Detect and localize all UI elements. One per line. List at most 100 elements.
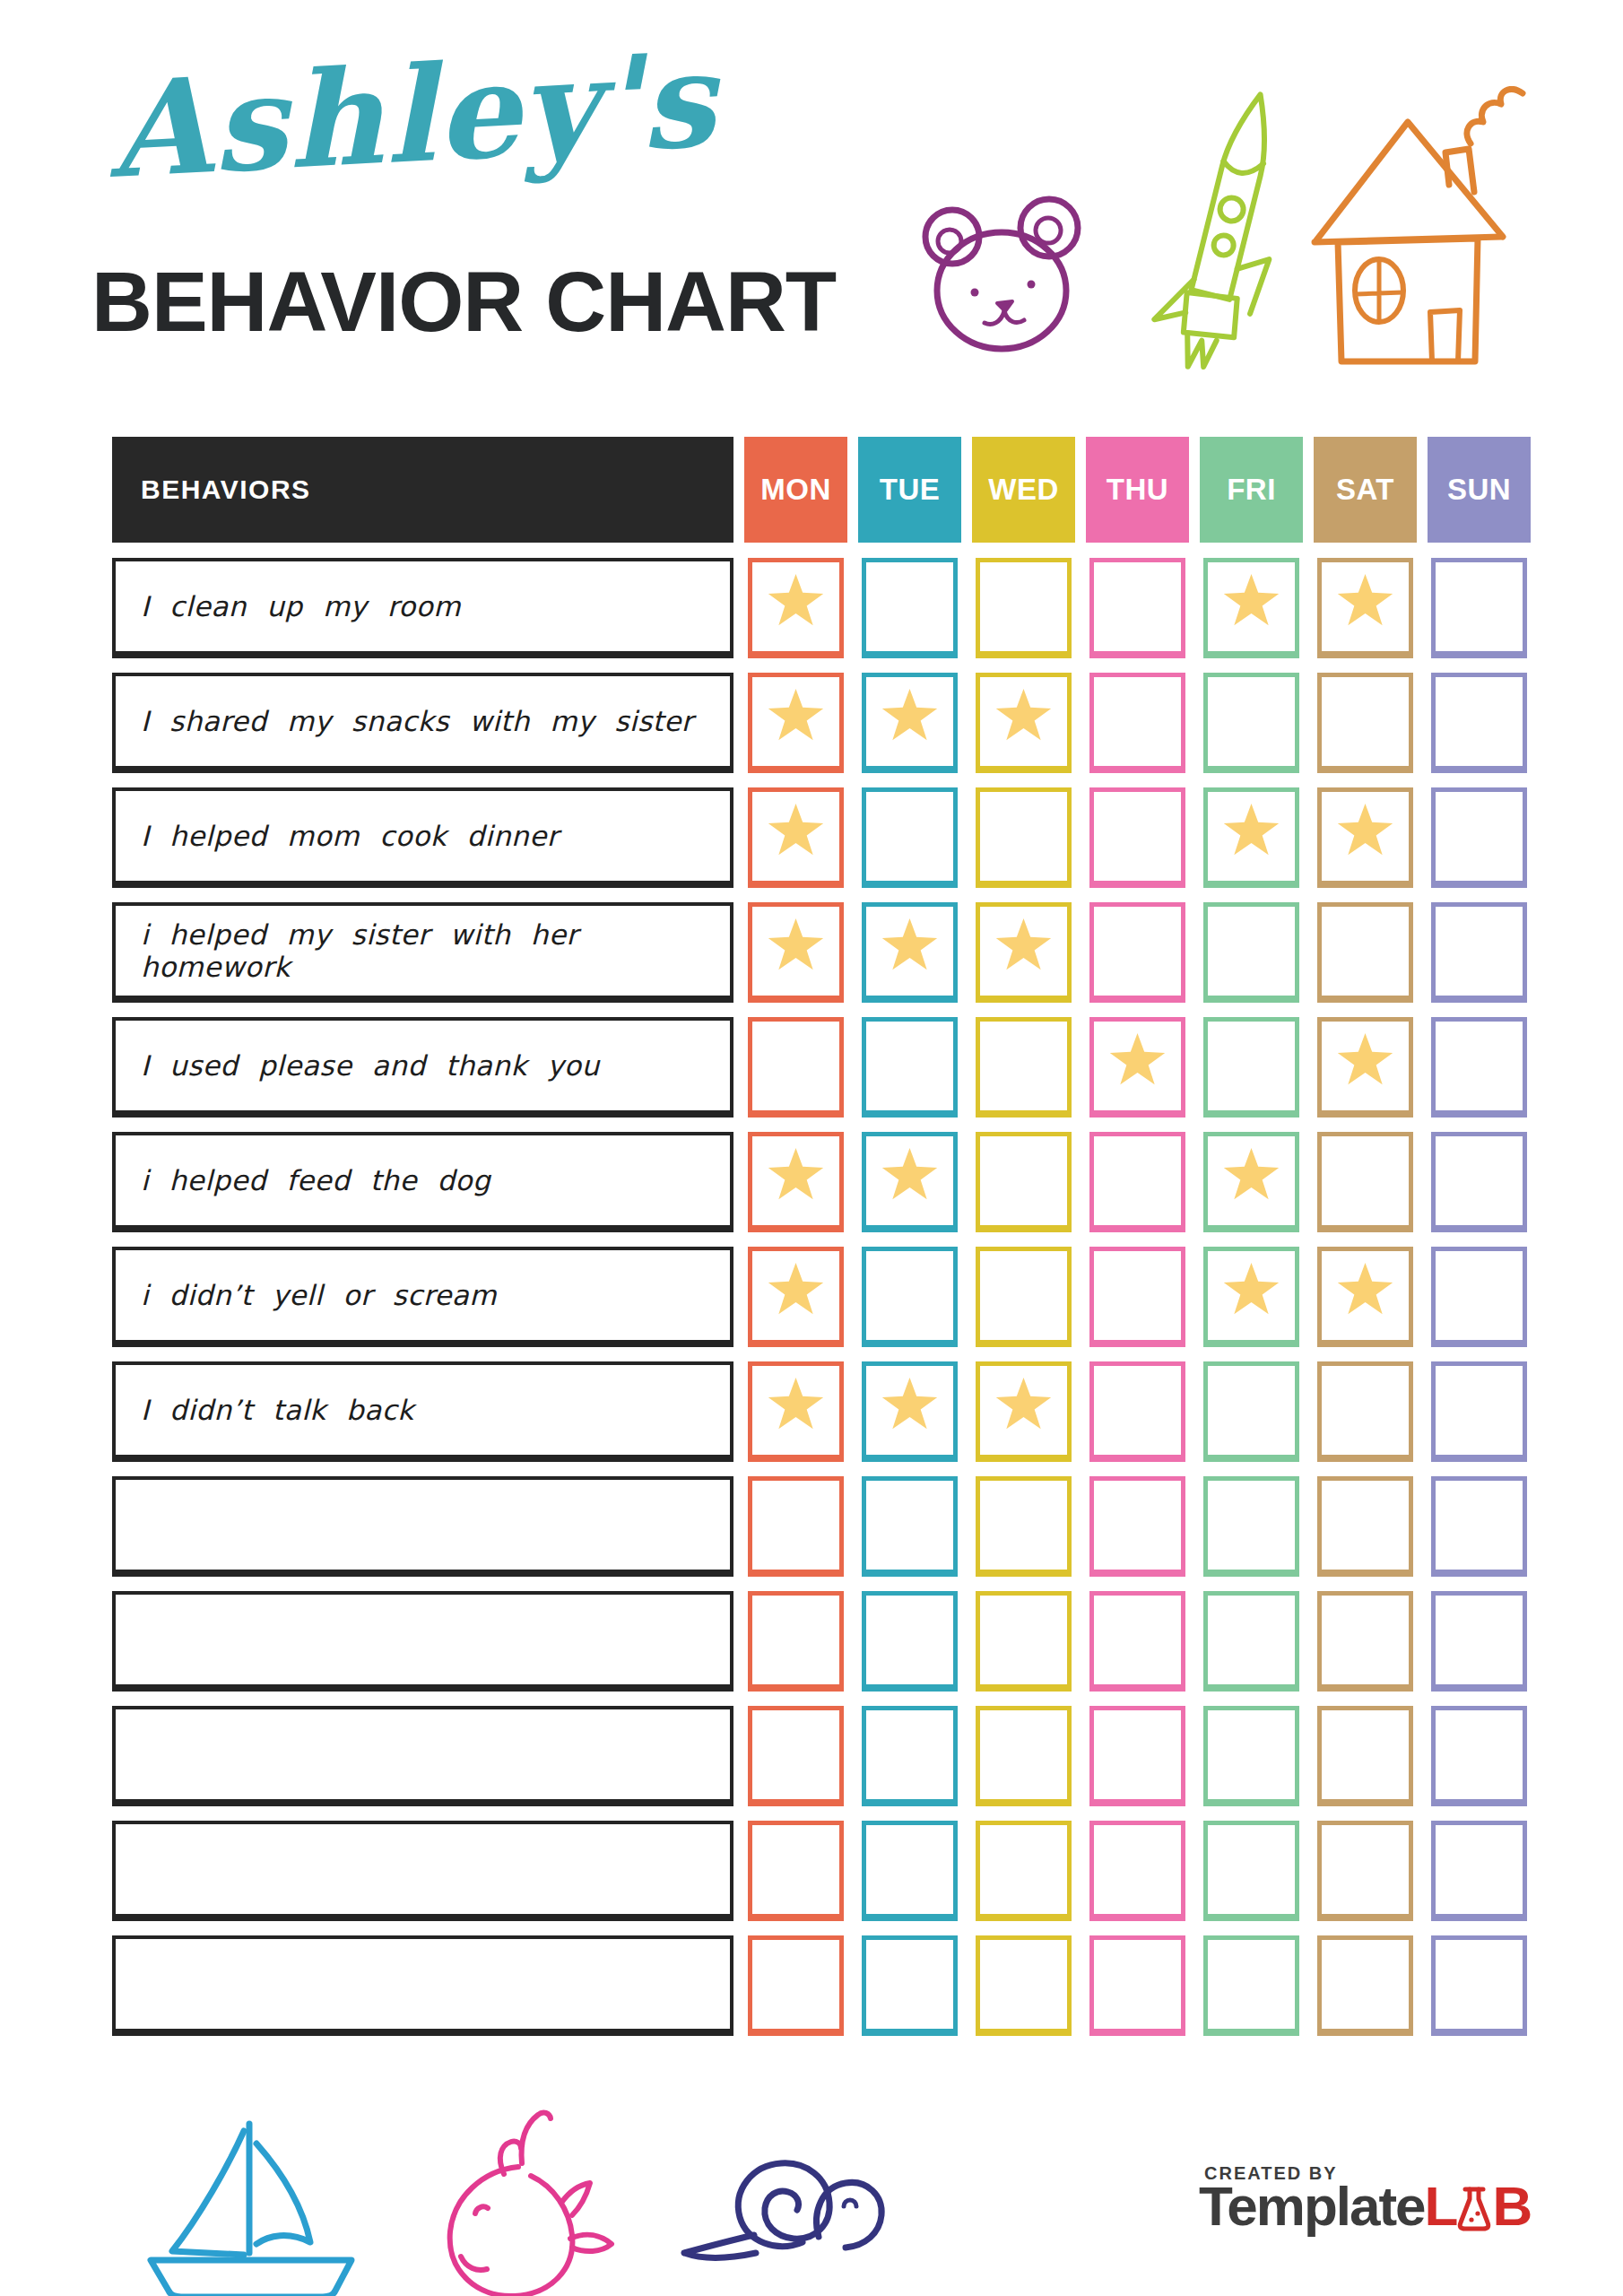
behavior-label-cell[interactable]: I didn’t talk back: [112, 1361, 733, 1462]
day-cell-thu[interactable]: [1089, 558, 1185, 658]
day-cell-tue[interactable]: [862, 902, 958, 1003]
day-cell-wed[interactable]: [976, 902, 1072, 1003]
day-cell-wed[interactable]: [976, 1361, 1072, 1462]
day-cell-sun[interactable]: [1431, 1247, 1527, 1347]
day-cell-mon[interactable]: [748, 673, 844, 773]
day-cell-thu[interactable]: [1089, 1361, 1185, 1462]
day-cell-sat[interactable]: [1317, 1017, 1413, 1118]
day-cell-thu[interactable]: [1089, 1476, 1185, 1577]
day-cell-fri[interactable]: [1203, 787, 1299, 888]
day-cell-wed[interactable]: [976, 1132, 1072, 1232]
day-cell-mon[interactable]: [748, 1017, 844, 1118]
day-cell-mon[interactable]: [748, 1935, 844, 2036]
behavior-label-cell[interactable]: [112, 1935, 733, 2036]
day-cell-tue[interactable]: [862, 1591, 958, 1692]
day-cell-sat[interactable]: [1317, 1476, 1413, 1577]
day-cell-sat[interactable]: [1317, 1132, 1413, 1232]
day-cell-tue[interactable]: [862, 1017, 958, 1118]
behavior-label-cell[interactable]: [112, 1476, 733, 1577]
day-cell-sun[interactable]: [1431, 1476, 1527, 1577]
day-cell-thu[interactable]: [1089, 902, 1185, 1003]
day-cell-thu[interactable]: [1089, 787, 1185, 888]
day-cell-wed[interactable]: [976, 1821, 1072, 1921]
day-cell-tue[interactable]: [862, 1476, 958, 1577]
behavior-label-cell[interactable]: I used please and thank you: [112, 1017, 733, 1118]
day-cell-sat[interactable]: [1317, 673, 1413, 773]
day-cell-fri[interactable]: [1203, 1935, 1299, 2036]
day-cell-mon[interactable]: [748, 1706, 844, 1806]
day-cell-thu[interactable]: [1089, 1132, 1185, 1232]
day-cell-sat[interactable]: [1317, 1247, 1413, 1347]
day-cell-sat[interactable]: [1317, 1706, 1413, 1806]
day-cell-sat[interactable]: [1317, 1821, 1413, 1921]
day-cell-fri[interactable]: [1203, 902, 1299, 1003]
day-cell-sun[interactable]: [1431, 787, 1527, 888]
day-cell-sun[interactable]: [1431, 1706, 1527, 1806]
day-cell-thu[interactable]: [1089, 1247, 1185, 1347]
behavior-label-cell[interactable]: i helped my sister with her homework: [112, 902, 733, 1003]
day-cell-sun[interactable]: [1431, 673, 1527, 773]
day-cell-wed[interactable]: [976, 1017, 1072, 1118]
day-cell-mon[interactable]: [748, 558, 844, 658]
day-cell-mon[interactable]: [748, 1247, 844, 1347]
day-cell-mon[interactable]: [748, 902, 844, 1003]
day-cell-tue[interactable]: [862, 1935, 958, 2036]
day-cell-sun[interactable]: [1431, 1361, 1527, 1462]
behavior-label-cell[interactable]: I shared my snacks with my sister: [112, 673, 733, 773]
day-cell-sun[interactable]: [1431, 558, 1527, 658]
day-cell-tue[interactable]: [862, 673, 958, 773]
day-cell-sat[interactable]: [1317, 1591, 1413, 1692]
day-cell-mon[interactable]: [748, 1132, 844, 1232]
day-cell-fri[interactable]: [1203, 1132, 1299, 1232]
day-cell-thu[interactable]: [1089, 673, 1185, 773]
day-cell-fri[interactable]: [1203, 1591, 1299, 1692]
day-cell-mon[interactable]: [748, 787, 844, 888]
day-cell-tue[interactable]: [862, 558, 958, 658]
behavior-label-cell[interactable]: [112, 1706, 733, 1806]
day-cell-wed[interactable]: [976, 1247, 1072, 1347]
behavior-label-cell[interactable]: i helped feed the dog: [112, 1132, 733, 1232]
day-cell-wed[interactable]: [976, 1706, 1072, 1806]
day-cell-thu[interactable]: [1089, 1017, 1185, 1118]
templatelab-logo[interactable]: CREATED BY Template LB: [1199, 2163, 1531, 2234]
day-cell-fri[interactable]: [1203, 1017, 1299, 1118]
day-cell-wed[interactable]: [976, 1476, 1072, 1577]
day-cell-fri[interactable]: [1203, 673, 1299, 773]
day-cell-mon[interactable]: [748, 1591, 844, 1692]
day-cell-tue[interactable]: [862, 1247, 958, 1347]
behavior-label-cell[interactable]: [112, 1821, 733, 1921]
day-cell-wed[interactable]: [976, 673, 1072, 773]
day-cell-fri[interactable]: [1203, 1821, 1299, 1921]
day-cell-mon[interactable]: [748, 1361, 844, 1462]
day-cell-thu[interactable]: [1089, 1706, 1185, 1806]
day-cell-sun[interactable]: [1431, 902, 1527, 1003]
behavior-label-cell[interactable]: [112, 1591, 733, 1692]
day-cell-sat[interactable]: [1317, 558, 1413, 658]
day-cell-tue[interactable]: [862, 1361, 958, 1462]
day-cell-sat[interactable]: [1317, 1361, 1413, 1462]
day-cell-fri[interactable]: [1203, 1247, 1299, 1347]
day-cell-sun[interactable]: [1431, 1017, 1527, 1118]
day-cell-thu[interactable]: [1089, 1935, 1185, 2036]
day-cell-fri[interactable]: [1203, 1361, 1299, 1462]
behavior-label-cell[interactable]: I clean up my room: [112, 558, 733, 658]
behavior-label-cell[interactable]: i didn’t yell or scream: [112, 1247, 733, 1347]
day-cell-wed[interactable]: [976, 787, 1072, 888]
day-cell-wed[interactable]: [976, 1935, 1072, 2036]
day-cell-tue[interactable]: [862, 1821, 958, 1921]
day-cell-fri[interactable]: [1203, 1706, 1299, 1806]
day-cell-sat[interactable]: [1317, 787, 1413, 888]
day-cell-thu[interactable]: [1089, 1821, 1185, 1921]
day-cell-sun[interactable]: [1431, 1132, 1527, 1232]
day-cell-fri[interactable]: [1203, 558, 1299, 658]
day-cell-tue[interactable]: [862, 1706, 958, 1806]
behavior-label-cell[interactable]: I helped mom cook dinner: [112, 787, 733, 888]
day-cell-wed[interactable]: [976, 558, 1072, 658]
day-cell-sat[interactable]: [1317, 902, 1413, 1003]
day-cell-thu[interactable]: [1089, 1591, 1185, 1692]
day-cell-sun[interactable]: [1431, 1591, 1527, 1692]
day-cell-sat[interactable]: [1317, 1935, 1413, 2036]
day-cell-fri[interactable]: [1203, 1476, 1299, 1577]
day-cell-sun[interactable]: [1431, 1821, 1527, 1921]
day-cell-tue[interactable]: [862, 787, 958, 888]
